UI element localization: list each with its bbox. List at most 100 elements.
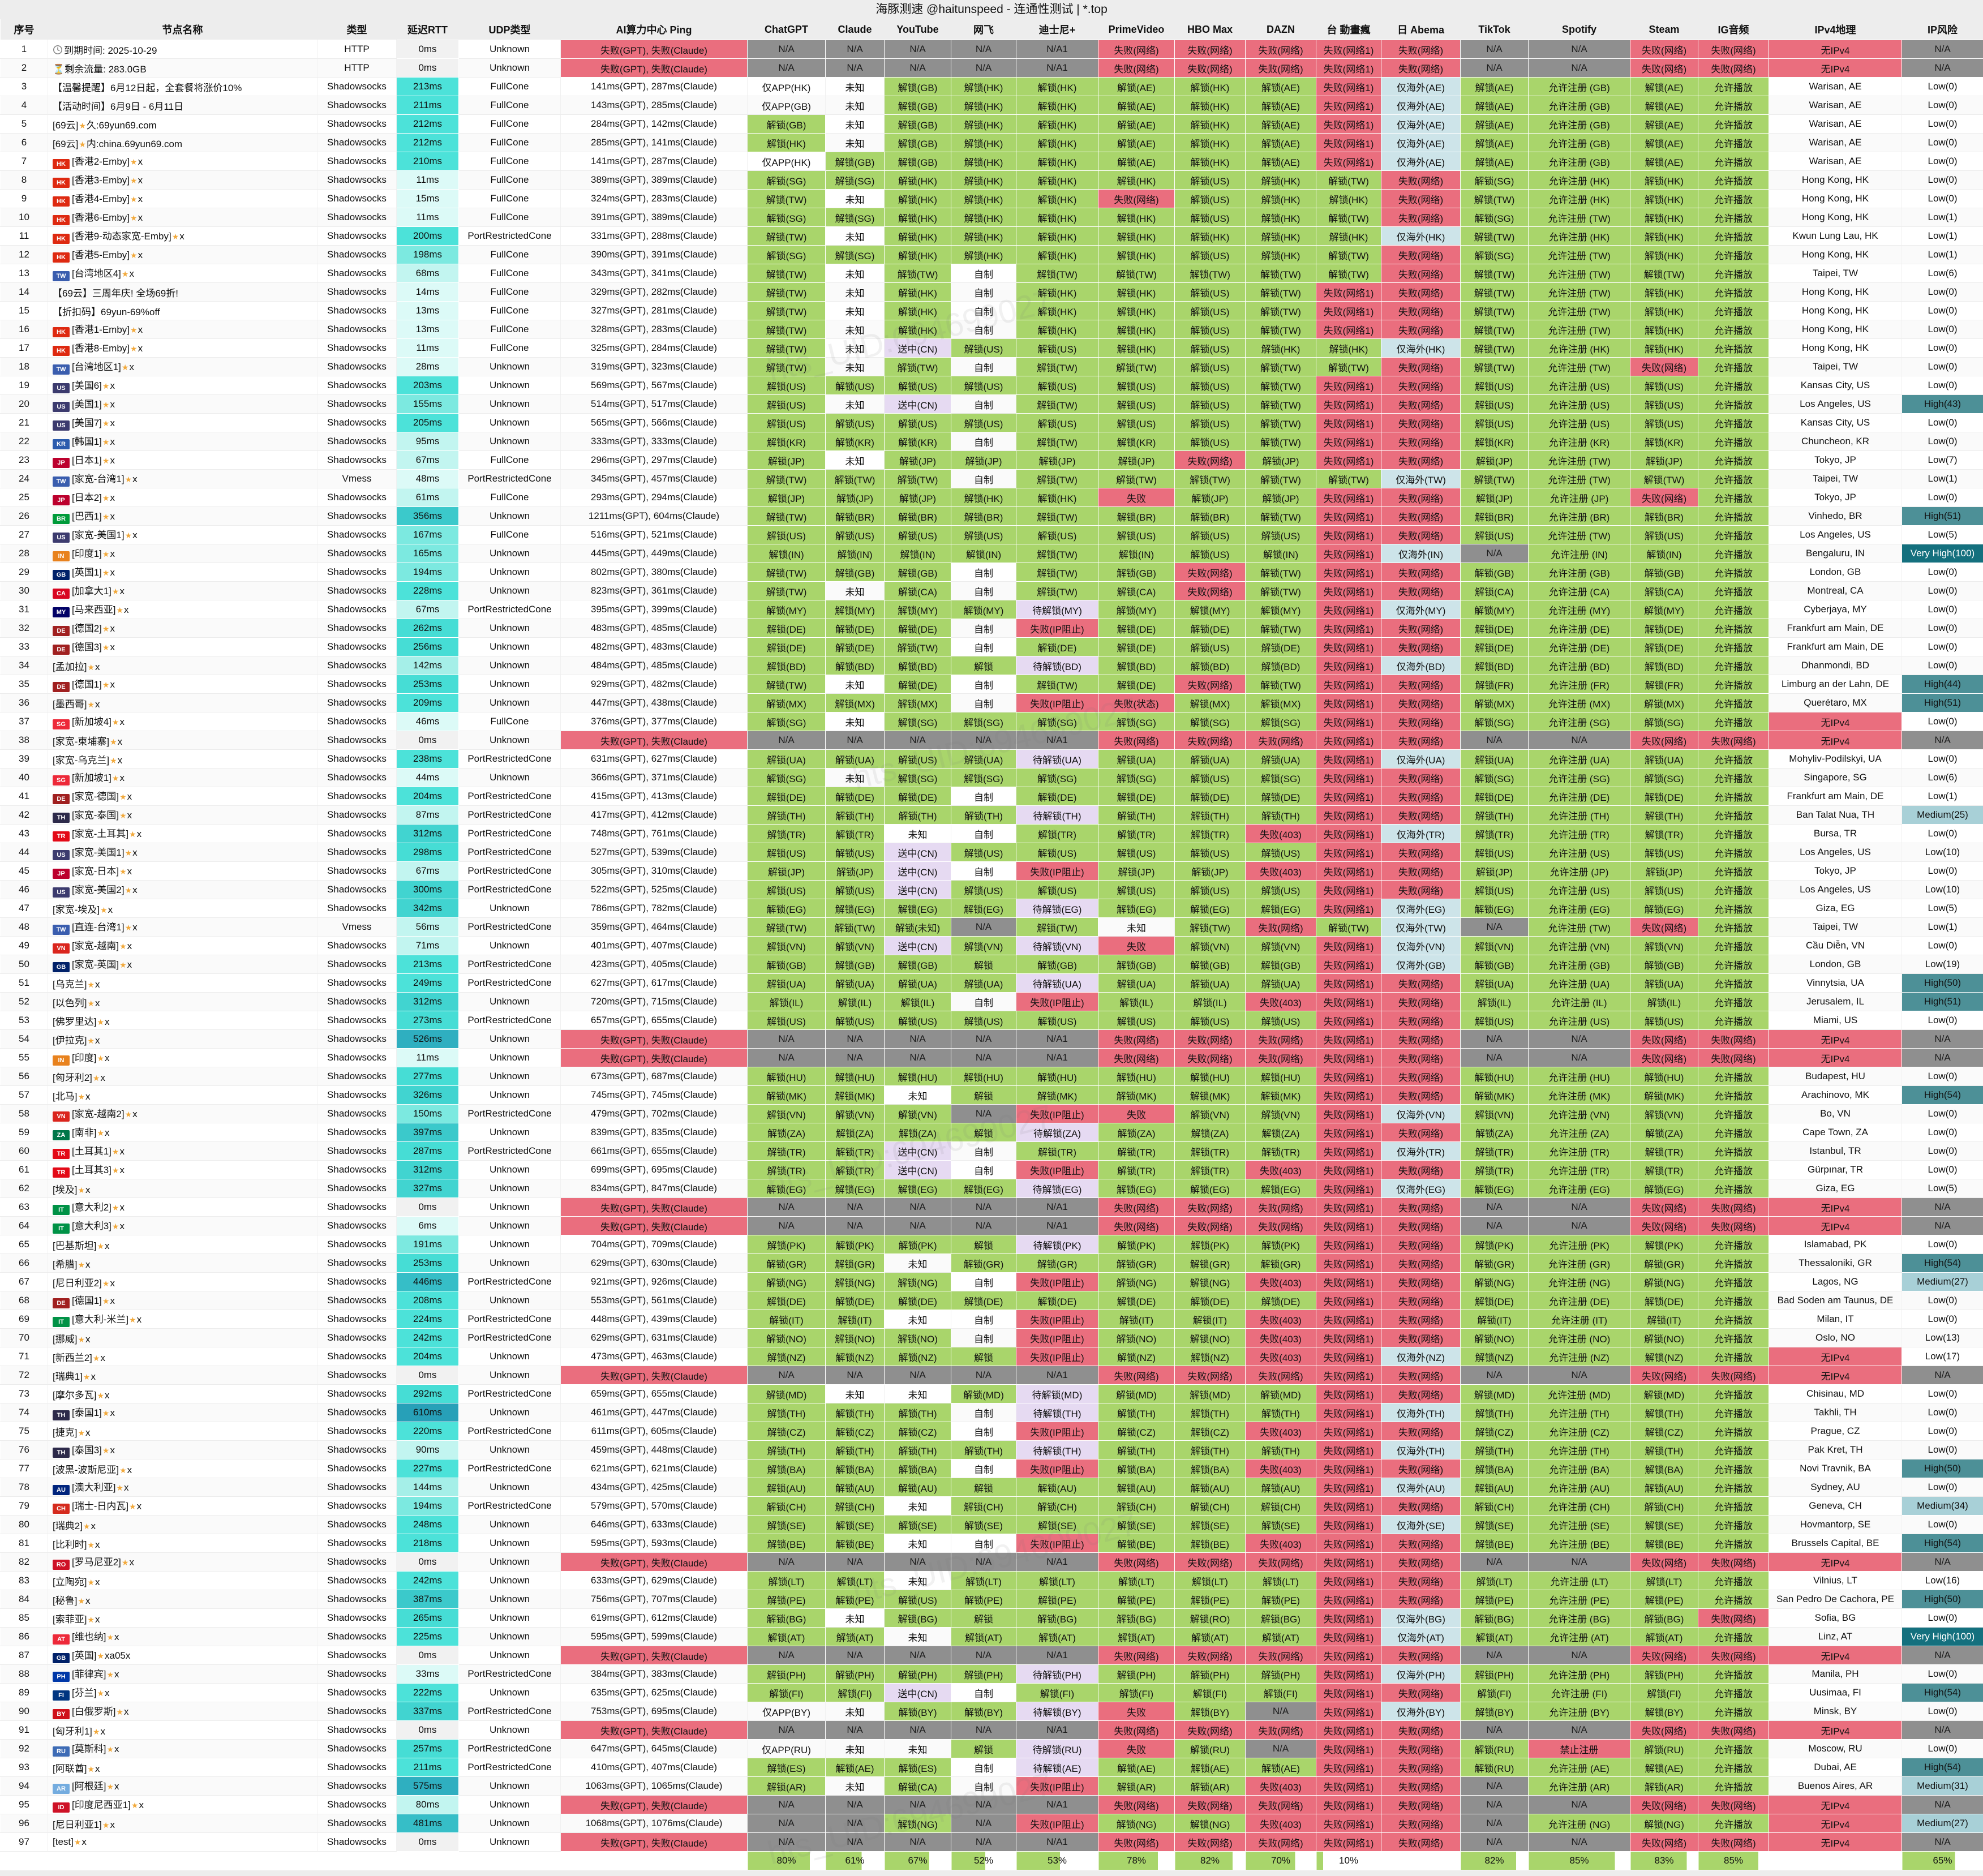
anime-madness-cell: 失败(网络1)	[1316, 1776, 1381, 1796]
name-cell: JP [家宽-日本]★x	[48, 861, 317, 881]
ip-risk-cell: Low(1)	[1902, 917, 1983, 937]
name-cell: TH [泰国1]★x	[48, 1403, 317, 1422]
tiktok-cell: 解锁(US)	[1460, 843, 1529, 862]
primevideo-cell: 解锁(AE)	[1098, 96, 1175, 115]
hbomax-cell: 失败(网络)	[1174, 1720, 1246, 1740]
steam-cell: 解锁(TH)	[1630, 1440, 1698, 1459]
sparkle-icon: ★	[130, 195, 138, 204]
disney-cell: 解锁(HK)	[1016, 96, 1098, 115]
type-cell: Shadowsocks	[317, 1123, 397, 1142]
disney-cell: 解锁(TW)	[1016, 264, 1098, 283]
claude-cell: 解锁(US)	[825, 880, 885, 899]
ai-ping-cell: 479ms(GPT), 702ms(Claude)	[560, 1104, 748, 1123]
netflix-cell: 自制	[951, 301, 1016, 320]
steam-cell: 解锁(IN)	[1630, 544, 1698, 563]
disney-cell: 待解锁(BD)	[1016, 656, 1098, 675]
type-cell: Shadowsocks	[317, 1702, 397, 1721]
netflix-cell: 解锁(UA)	[951, 973, 1016, 993]
table-row: 55 IN [印度]★x Shadowsocks 11ms Unknown 失败(GPT),…	[0, 1048, 1983, 1067]
flag-ch-icon: CH	[53, 1504, 70, 1514]
tiktok-cell: 解锁(US)	[1460, 880, 1529, 899]
netflix-cell: 自制	[951, 432, 1016, 451]
abema-cell: 仅海外(NZ)	[1381, 1347, 1461, 1366]
claude-cell: 解锁(TR)	[825, 1141, 885, 1161]
abema-cell: 失败(网络)	[1381, 1646, 1461, 1665]
steam-cell: 解锁(LT)	[1630, 1571, 1698, 1590]
tiktok-cell: 解锁(UA)	[1460, 749, 1529, 769]
summary-tiktok: 82%	[1460, 1851, 1529, 1870]
spotify-cell: 允许注册 (GB)	[1528, 563, 1630, 582]
num-cell: 8	[0, 170, 48, 190]
udp-cell: PortRestrictedCone	[458, 787, 561, 806]
anime-madness-cell: 失败(网络1)	[1316, 1347, 1381, 1366]
claude-cell: 解锁(IT)	[825, 1310, 885, 1329]
name-cell: [希腊]★x	[48, 1253, 317, 1273]
ipv4-geo-cell: Giza, EG	[1769, 1179, 1902, 1198]
spotify-cell: 允许注册 (TH)	[1528, 805, 1630, 825]
chatgpt-cell: 解锁(GB)	[747, 955, 826, 974]
abema-cell: 仅海外(TH)	[1381, 1403, 1461, 1422]
youtube-cell: 解锁(BA)	[884, 1459, 951, 1478]
hbomax-cell: 解锁(US)	[1174, 301, 1246, 320]
ig-audio-cell: 允许播放	[1698, 544, 1769, 563]
udp-cell: FullCone	[458, 96, 561, 115]
num-cell: 11	[0, 226, 48, 246]
youtube-cell: 未知	[884, 1253, 951, 1273]
steam-cell: 解锁(MK)	[1630, 1085, 1698, 1105]
youtube-cell: N/A	[884, 1832, 951, 1852]
rtt-cell: 0ms	[396, 1720, 459, 1740]
anime-madness-cell: 失败(网络1)	[1316, 749, 1381, 769]
ip-risk-cell: Low(0)	[1902, 1739, 1983, 1758]
spotify-cell: 允许注册 (MK)	[1528, 1085, 1630, 1105]
abema-cell: 仅海外(AE)	[1381, 77, 1461, 96]
type-cell: Shadowsocks	[317, 1608, 397, 1628]
claude-cell: 解锁(DE)	[825, 619, 885, 638]
ig-audio-cell: 允许播放	[1698, 1141, 1769, 1161]
name-cell: TH [泰国3]★x	[48, 1440, 317, 1459]
netflix-cell: 解锁(HK)	[951, 152, 1016, 171]
claude-cell: 解锁(CZ)	[825, 1422, 885, 1441]
abema-cell: 仅海外(BG)	[1381, 1608, 1461, 1628]
steam-cell: 解锁(JP)	[1630, 861, 1698, 881]
netflix-cell: 自制	[951, 394, 1016, 414]
netflix-cell: 解锁(LT)	[951, 1571, 1016, 1590]
abema-cell: 仅海外(HK)	[1381, 226, 1461, 246]
name-cell: DE [德国2]★x	[48, 619, 317, 638]
claude-cell: 未知	[825, 450, 885, 470]
chatgpt-cell: 解锁(IN)	[747, 544, 826, 563]
claude-cell: 解锁(AU)	[825, 1478, 885, 1497]
spotify-cell: 允许注册 (US)	[1528, 413, 1630, 432]
abema-cell: 失败(网络)	[1381, 768, 1461, 787]
hbomax-cell: 解锁(TR)	[1174, 1141, 1246, 1161]
chatgpt-cell: 解锁(DE)	[747, 787, 826, 806]
steam-cell: 解锁(US)	[1630, 525, 1698, 544]
type-cell: Shadowsocks	[317, 955, 397, 974]
ai-ping-cell: 786ms(GPT), 782ms(Claude)	[560, 899, 748, 918]
name-cell: CA [加拿大1]★x	[48, 581, 317, 600]
dazn-cell: 解锁(AE)	[1245, 1758, 1316, 1777]
udp-cell: Unknown	[458, 1440, 561, 1459]
disney-cell: 待解锁(TH)	[1016, 805, 1098, 825]
ai-ping-cell: 305ms(GPT), 310ms(Claude)	[560, 861, 748, 881]
flag-jp-icon: JP	[53, 869, 70, 879]
hbomax-cell: 解锁(HK)	[1174, 114, 1246, 134]
ig-audio-cell: 允许播放	[1698, 245, 1769, 264]
name-cell: [挪威]★x	[48, 1328, 317, 1347]
youtube-cell: 解锁(US)	[884, 413, 951, 432]
disney-cell: 解锁(TW)	[1016, 506, 1098, 526]
spotify-cell: 允许注册 (TW)	[1528, 357, 1630, 376]
primevideo-cell: 解锁(ZA)	[1098, 1123, 1175, 1142]
type-cell: Shadowsocks	[317, 712, 397, 731]
tiktok-cell: 解锁(GR)	[1460, 1253, 1529, 1273]
steam-cell: 解锁(HU)	[1630, 1067, 1698, 1086]
num-cell: 68	[0, 1291, 48, 1310]
ipv4-geo-cell: Bad Soden am Taunus, DE	[1769, 1291, 1902, 1310]
tiktok-cell: 解锁(FI)	[1460, 1683, 1529, 1702]
disney-cell: 解锁(HK)	[1016, 77, 1098, 96]
sparkle-icon: ★	[110, 755, 117, 765]
disney-cell: 待解锁(TH)	[1016, 1403, 1098, 1422]
tiktok-cell: 解锁(GB)	[1460, 563, 1529, 582]
spotify-cell: 允许注册 (BY)	[1528, 1702, 1630, 1721]
type-cell: Shadowsocks	[317, 1552, 397, 1572]
netflix-cell: 解锁(HU)	[951, 1067, 1016, 1086]
